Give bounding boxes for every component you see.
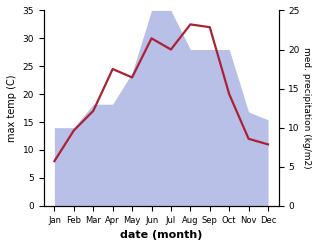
- X-axis label: date (month): date (month): [120, 230, 203, 240]
- Y-axis label: max temp (C): max temp (C): [7, 74, 17, 142]
- Y-axis label: med. precipitation (kg/m2): med. precipitation (kg/m2): [302, 47, 311, 169]
